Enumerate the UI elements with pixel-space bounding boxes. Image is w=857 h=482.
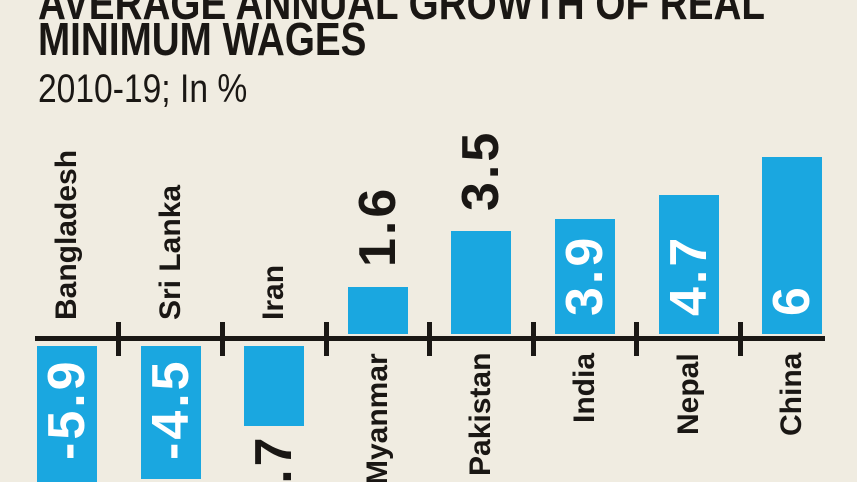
bar-bangladesh [37,346,97,482]
x-axis-label-sri-lanka: Sri Lanka [153,184,187,320]
bar-value-bangladesh: -5.9 [38,358,96,460]
x-axis-label-india: India [568,352,601,423]
bar-value-india: 3.9 [556,234,614,316]
x-axis-label-iran: Iran [257,264,291,320]
bar-india [555,219,615,334]
bar-value-sri-lanka: -4.5 [141,358,200,460]
x-axis-tick [737,322,743,356]
bar-china [762,157,823,334]
bar-myanmar [347,287,408,334]
chart-title-line2: MINIMUM WAGES [38,13,367,65]
chart-title-line1: AVERAGE ANNUAL GROWTH OF REAL [38,0,765,29]
x-axis-label-china: China [775,352,809,436]
bar-nepal [658,195,719,334]
x-axis-tick [116,322,122,356]
x-axis-label-nepal: Nepal [671,353,705,435]
bar-value-pakistan: 3.5 [452,129,511,211]
x-axis-tick [323,322,329,356]
x-axis-tick [219,322,225,356]
x-axis-tick [634,322,640,356]
bar-sri-lanka [140,346,201,479]
bar-value-iran: -2.7 [245,434,303,482]
x-axis-label-myanmar: Myanmar [360,353,394,482]
bar-value-china: 6 [763,284,822,316]
x-axis-tick [530,322,536,356]
bar-value-myanmar: 1.6 [348,185,407,267]
x-axis-tick [427,322,433,356]
bar-value-nepal: 4.7 [659,234,718,316]
bar-iran [244,346,305,426]
chart-subtitle: 2010-19; In % [38,67,248,111]
x-axis-label-pakistan: Pakistan [464,352,498,476]
x-axis-label-bangladesh: Bangladesh [50,149,83,320]
bar-pakistan [451,231,512,334]
